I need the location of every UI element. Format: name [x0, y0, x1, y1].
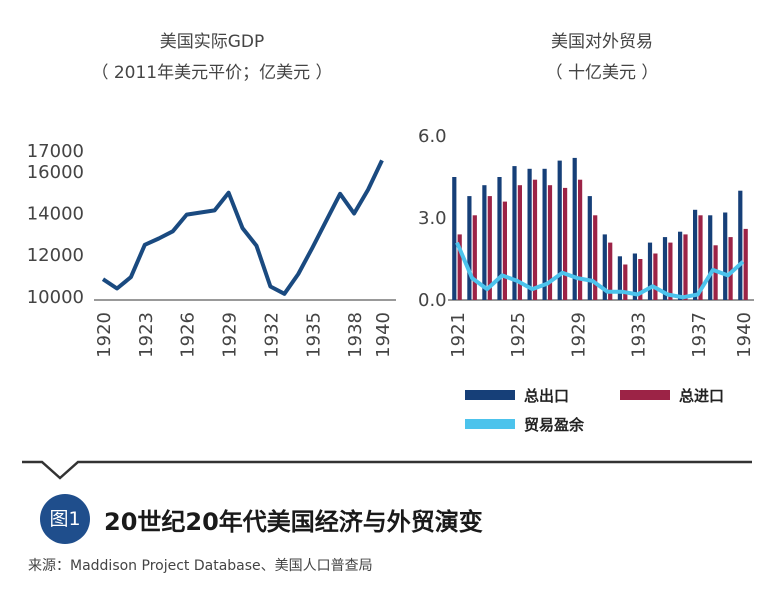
trade-y-tick: 6.0: [418, 126, 447, 147]
import-bar: [502, 201, 507, 300]
export-bar: [527, 168, 532, 300]
export-bar: [482, 185, 487, 300]
import-bar: [517, 185, 522, 300]
import-bar: [457, 234, 462, 300]
gdp-x-tick: 1920: [94, 312, 115, 358]
import-bar: [698, 215, 703, 300]
trade-x-tick: 1921: [448, 312, 469, 358]
gdp-y-tick: 17000: [27, 141, 84, 162]
export-bar: [557, 160, 562, 300]
export-bar: [738, 190, 743, 300]
trade-y-tick: 3.0: [418, 208, 447, 229]
gdp-x-tick: 1932: [261, 312, 282, 358]
import-bar: [668, 242, 673, 300]
trade-x-tick: 1929: [568, 312, 589, 358]
gdp-x-tick: 1926: [178, 312, 199, 358]
gdp-x-tick: 1935: [303, 312, 324, 358]
legend-imports-swatch: [620, 390, 670, 400]
import-bar: [653, 253, 658, 300]
trade-subtitle: （ 十亿美元 ）: [546, 63, 659, 83]
import-bar: [743, 228, 748, 300]
trade-x-tick: 1937: [689, 312, 710, 358]
legend-balance-label: 贸易盈余: [524, 416, 585, 434]
section-divider: [22, 460, 752, 480]
export-bar: [617, 256, 622, 300]
import-bar: [547, 185, 553, 300]
import-bar: [683, 234, 688, 300]
gdp-x-tick: 1940: [373, 312, 394, 358]
gdp-title: 美国实际GDP: [160, 32, 265, 52]
export-bar: [678, 231, 683, 300]
gdp-y-tick: 16000: [27, 162, 84, 183]
legend-exports-swatch: [465, 390, 515, 400]
import-bar: [608, 242, 613, 300]
gdp-x-tick: 1929: [220, 312, 241, 358]
gdp-subtitle: （ 2011年美元平价；亿美元 ）: [91, 63, 332, 83]
gdp-y-tick: 10000: [27, 287, 84, 308]
legend-exports-label: 总出口: [524, 387, 569, 405]
trade-y-ticks: 0.0 3.0 6.0: [418, 126, 447, 311]
import-bar: [532, 179, 538, 300]
import-bar: [472, 215, 477, 300]
legend-balance-swatch: [465, 419, 515, 429]
export-bar: [693, 209, 698, 300]
trade-x-tick: 1933: [629, 312, 650, 358]
export-bar: [467, 196, 472, 300]
import-bar: [487, 196, 492, 300]
figure-badge: 图1: [40, 494, 90, 544]
export-bar: [632, 253, 637, 300]
gdp-y-tick: 12000: [27, 245, 84, 266]
export-bar: [587, 196, 592, 300]
export-bar: [452, 177, 457, 300]
gdp-y-tick: 14000: [27, 204, 84, 225]
import-bar: [638, 259, 643, 300]
trade-x-ticks: 1921 1925 1929 1933 1937 1940: [448, 312, 755, 358]
import-bar: [623, 264, 628, 300]
trade-y-tick: 0.0: [418, 290, 447, 311]
export-bar: [723, 212, 728, 300]
figure-title: 20世纪20年代美国经济与外贸演变: [104, 508, 483, 536]
export-bar: [708, 215, 713, 300]
source-note: 来源：Maddison Project Database、美国人口普查局: [28, 558, 373, 574]
export-bar: [647, 242, 653, 300]
export-bar: [662, 237, 668, 300]
gdp-x-ticks: 1920 1923 1926 1929 1932 1935 1938 1940: [94, 312, 394, 358]
import-bar: [563, 187, 568, 300]
import-bar: [728, 237, 733, 300]
export-bar: [602, 234, 607, 300]
export-bar: [542, 168, 547, 300]
trade-balance-line: [455, 241, 745, 300]
gdp-x-tick: 1923: [136, 312, 157, 358]
trade-x-tick: 1940: [734, 312, 755, 358]
import-bar: [578, 179, 583, 300]
import-bar: [593, 215, 598, 300]
export-bar: [497, 177, 502, 300]
gdp-line: [101, 159, 384, 296]
export-bar: [512, 166, 517, 300]
gdp-x-tick: 1938: [345, 312, 366, 358]
trade-x-tick: 1925: [508, 312, 529, 358]
export-bar: [572, 157, 577, 300]
trade-title: 美国对外贸易: [551, 32, 653, 52]
legend-imports-label: 总进口: [679, 387, 724, 405]
